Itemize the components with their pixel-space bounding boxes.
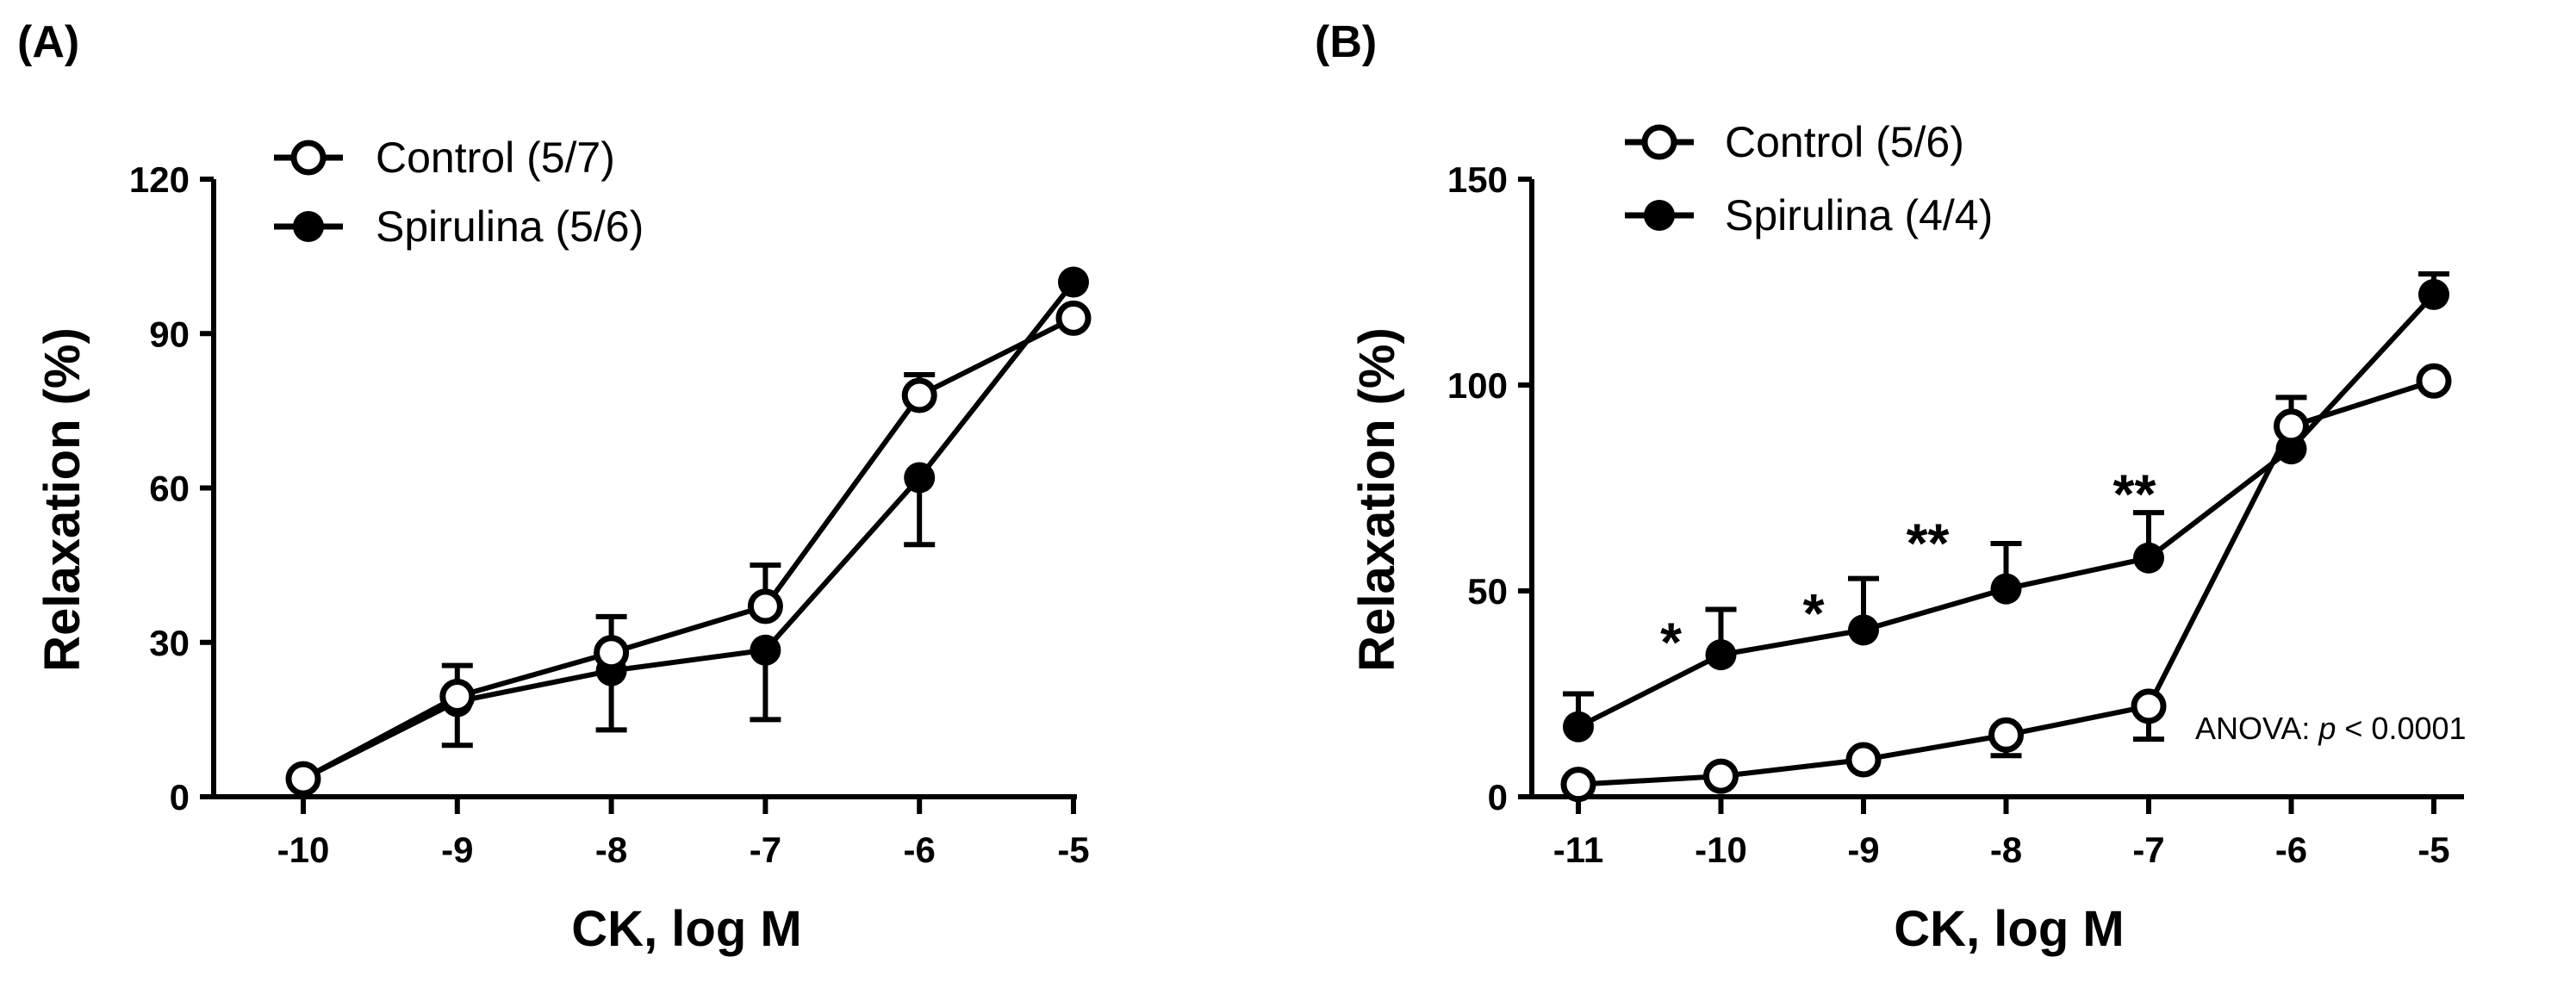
series-line-spirulina-b <box>1577 292 2436 730</box>
legend-a-spirulina-label: Spirulina (5/6) <box>376 202 644 251</box>
data-point-control-b <box>2274 408 2309 444</box>
plot-b: * ***** <box>1560 270 2452 803</box>
y-tick-label-a: 90 <box>149 314 190 354</box>
y-tick-label-b: 100 <box>1447 365 1508 406</box>
significance-marker-b: * <box>1660 611 1682 673</box>
y-tick-label-b: 0 <box>1488 777 1508 817</box>
significance-marker-b: * <box>1803 582 1825 644</box>
x-tick-label-a: -7 <box>750 830 781 870</box>
plot-a <box>285 266 1092 797</box>
legend-a-spirulina-marker <box>293 211 324 242</box>
data-point-control-b <box>1703 758 1739 794</box>
x-axis-title-b: CK, log M <box>1894 901 2124 957</box>
data-point-control-a <box>439 678 476 714</box>
data-point-control-a <box>1055 300 1092 336</box>
anova-note-prefix: ANOVA: <box>2195 711 2318 746</box>
x-axis-title-a: CK, log M <box>571 901 801 957</box>
data-point-control-b <box>1560 767 1596 803</box>
x-tick-label-b: -6 <box>2275 830 2307 870</box>
data-point-spirulina-b <box>1848 614 1879 646</box>
x-tick-label-a: -8 <box>595 830 627 870</box>
data-point-spirulina-b <box>2133 542 2164 574</box>
legend-b-spirulina-label: Spirulina (4/4) <box>1725 191 1993 239</box>
x-tick-label-b: -10 <box>1695 830 1747 870</box>
series-line-control-a <box>302 315 1075 781</box>
y-tick-label-a: 0 <box>170 777 190 817</box>
significance-marker-b: ** <box>1907 513 1950 575</box>
legend-b-spirulina-marker <box>1644 200 1675 231</box>
panel-label-b: (B) <box>1315 17 1377 67</box>
x-tick-label-b: -8 <box>1990 830 2022 870</box>
significance-marker-b: ** <box>2113 463 2156 525</box>
panel-label-a: (A) <box>17 17 79 67</box>
data-point-spirulina-b <box>2418 278 2449 310</box>
legend-b-control-marker <box>1641 124 1677 160</box>
y-tick-label-b: 150 <box>1447 159 1508 200</box>
chart-panel-b: (B) Control (5/6) Spirulina (4/4) 0 50 100… <box>1315 17 2467 957</box>
legend-a: Control (5/7) Spirulina (5/6) <box>274 134 644 251</box>
y-tick-label-a: 60 <box>149 469 190 509</box>
data-point-control-a <box>285 761 321 797</box>
legend-a-control-marker <box>290 140 327 176</box>
y-axis-title-b: Relaxation (%) <box>1349 327 1405 672</box>
data-point-control-b <box>2131 688 2167 724</box>
y-axis-title-a: Relaxation (%) <box>34 327 90 672</box>
data-point-spirulina-b <box>1705 639 1737 671</box>
legend-b: Control (5/6) Spirulina (4/4) <box>1625 118 1993 239</box>
legend-b-control: Control (5/6) <box>1625 118 1964 166</box>
x-tick-label-a: -10 <box>277 830 330 870</box>
data-point-spirulina-a <box>750 634 781 666</box>
data-point-spirulina-b <box>1563 711 1594 743</box>
axes-b: 0 50 100 150 -11 -10 -9 -8 -7 -6 -5 <box>1447 159 2464 870</box>
data-point-control-a <box>594 635 630 671</box>
data-point-control-b <box>1845 742 1882 778</box>
data-point-spirulina-a <box>904 462 936 494</box>
y-tick-label-b: 50 <box>1467 571 1508 612</box>
anova-note: ANOVA: p < 0.0001 <box>2195 711 2467 746</box>
data-point-control-a <box>747 588 783 624</box>
y-tick-label-a: 30 <box>149 623 190 663</box>
axes-a: 0 30 60 90 120 -10 -9 -8 -7 -6 -5 <box>129 159 1090 870</box>
data-point-control-a <box>901 377 937 413</box>
data-point-control-b <box>1988 717 2024 753</box>
x-tick-label-a: -9 <box>441 830 473 870</box>
legend-a-control-label: Control (5/7) <box>376 134 615 182</box>
y-tick-label-a: 120 <box>129 159 190 200</box>
x-tick-label-b: -5 <box>2417 830 2449 870</box>
legend-a-control: Control (5/7) <box>274 134 615 182</box>
legend-b-control-label: Control (5/6) <box>1725 118 1964 166</box>
x-tick-label-b: -7 <box>2132 830 2164 870</box>
anova-note-p: p <box>2318 711 2336 746</box>
legend-b-spirulina: Spirulina (4/4) <box>1625 191 1993 239</box>
series-line-spirulina-a <box>302 280 1076 781</box>
x-tick-label-b: -11 <box>1553 830 1603 870</box>
legend-a-spirulina: Spirulina (5/6) <box>274 202 644 251</box>
data-point-control-b <box>2416 363 2452 399</box>
x-tick-label-a: -6 <box>904 830 936 870</box>
anova-note-suffix: < 0.0001 <box>2336 711 2466 746</box>
chart-panel-a: (A) Control (5/7) Spirulina (5/6) 0 30 60 9… <box>17 17 1092 957</box>
x-tick-label-b: -9 <box>1847 830 1879 870</box>
x-tick-label-a: -5 <box>1057 830 1089 870</box>
data-point-spirulina-a <box>1058 266 1089 298</box>
data-point-spirulina-b <box>1990 573 2022 605</box>
